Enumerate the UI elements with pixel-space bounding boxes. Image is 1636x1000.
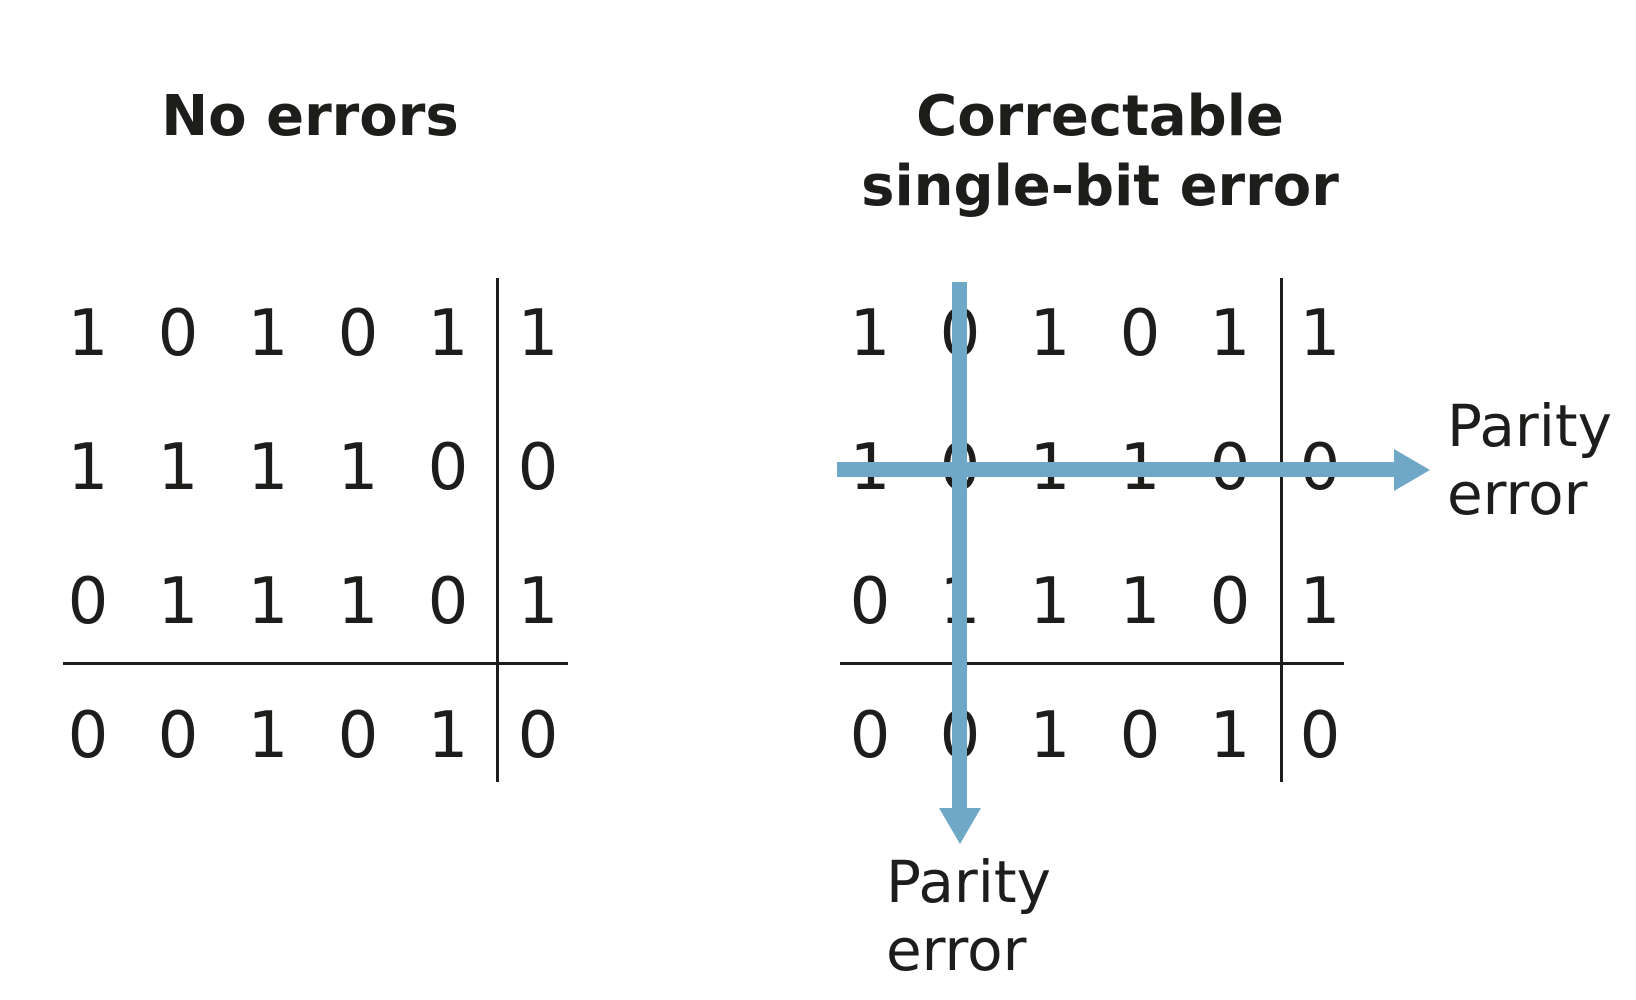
left-cell-r1-c4: 0 [337,297,379,371]
left-cell-r3-c3: 1 [247,565,289,639]
left-cell-r3-c5: 0 [427,565,469,639]
right-cell-r4-c1: 0 [849,699,891,773]
left-horizontal-divider [63,662,568,665]
row-parity-error-label: Parity error [1447,392,1612,528]
right-cell-r1-c6: 1 [1299,297,1341,371]
left-cell-r2-c1: 1 [67,431,109,505]
correctable-title-line2: single-bit error [861,154,1339,219]
left-cell-r4-c6: 0 [517,699,559,773]
right-cell-r1-c1: 1 [849,297,891,371]
right-cell-r1-c4: 0 [1119,297,1161,371]
right-cell-r3-c3: 1 [1029,565,1071,639]
right-horizontal-divider [840,662,1344,665]
correctable-title-line1: Correctable [916,84,1284,149]
no-errors-title: No errors [161,84,459,149]
row-error-arrow-shaft [837,462,1397,477]
column-parity-error-label: Parity error [886,848,1051,984]
left-cell-r1-c1: 1 [67,297,109,371]
correctable-title: Correctable single-bit error [780,82,1420,222]
right-cell-r4-c4: 0 [1119,699,1161,773]
left-cell-r3-c2: 1 [157,565,199,639]
right-cell-r4-c3: 1 [1029,699,1071,773]
left-cell-r4-c4: 0 [337,699,379,773]
left-cell-r3-c1: 0 [67,565,109,639]
left-vertical-divider [496,278,499,782]
right-cell-r1-c3: 1 [1029,297,1071,371]
left-cell-r3-c4: 1 [337,565,379,639]
row-error-arrow-head [1394,449,1430,491]
left-cell-r4-c1: 0 [67,699,109,773]
left-cell-r2-c2: 1 [157,431,199,505]
left-cell-r4-c5: 1 [427,699,469,773]
left-cell-r3-c6: 1 [517,565,559,639]
left-cell-r2-c4: 1 [337,431,379,505]
column-error-arrow-head [939,808,981,844]
left-cell-r1-c6: 1 [517,297,559,371]
right-cell-r4-c6: 0 [1299,699,1341,773]
left-cell-r2-c6: 0 [517,431,559,505]
column-error-arrow-shaft [952,282,967,812]
left-cell-r2-c5: 0 [427,431,469,505]
left-cell-r4-c2: 0 [157,699,199,773]
right-vertical-divider [1280,278,1283,782]
right-cell-r3-c5: 0 [1209,565,1251,639]
left-cell-r1-c2: 0 [157,297,199,371]
left-cell-r1-c3: 1 [247,297,289,371]
right-cell-r4-c5: 1 [1209,699,1251,773]
right-cell-r3-c4: 1 [1119,565,1161,639]
left-cell-r4-c3: 1 [247,699,289,773]
right-cell-r3-c6: 1 [1299,565,1341,639]
right-cell-r1-c5: 1 [1209,297,1251,371]
left-cell-r1-c5: 1 [427,297,469,371]
left-cell-r2-c3: 1 [247,431,289,505]
right-cell-r3-c1: 0 [849,565,891,639]
